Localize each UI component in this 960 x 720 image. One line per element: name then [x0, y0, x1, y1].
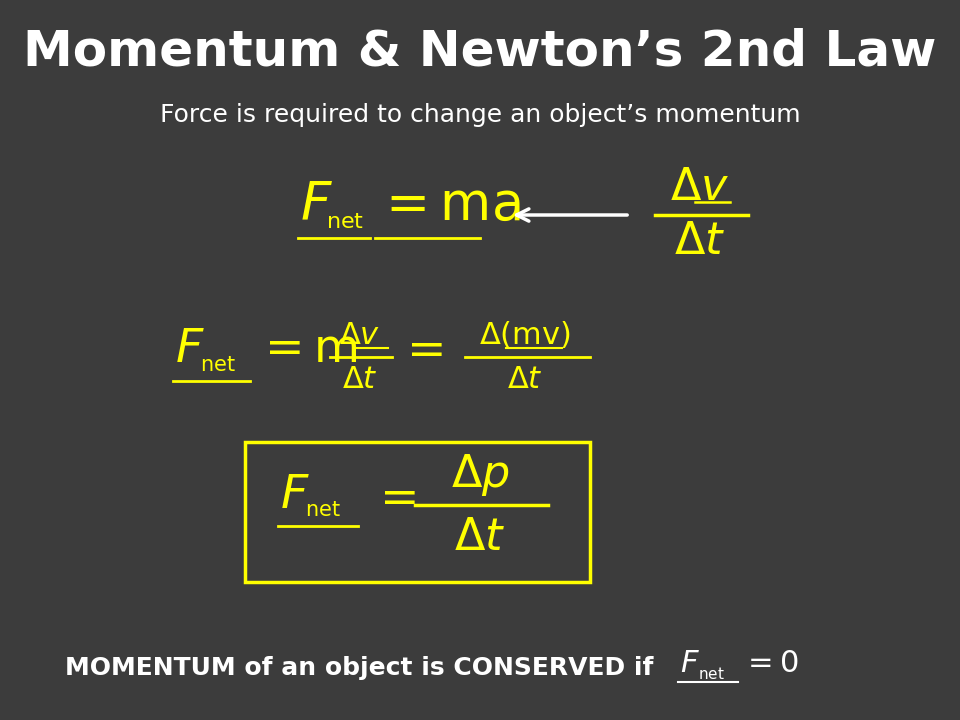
- Text: $F$: $F$: [680, 649, 700, 678]
- Text: $\Delta v$: $\Delta v$: [339, 320, 381, 349]
- Text: $\Delta t$: $\Delta t$: [342, 364, 378, 394]
- Bar: [245, 442, 590, 582]
- Text: $= \mathrm{m}$: $= \mathrm{m}$: [255, 328, 357, 372]
- Text: $\Delta t$: $\Delta t$: [454, 516, 506, 559]
- Text: $\Delta t$: $\Delta t$: [507, 364, 542, 394]
- Text: $=$: $=$: [370, 474, 416, 520]
- Text: $\mathrm{net}$: $\mathrm{net}$: [326, 212, 364, 232]
- Text: $F$: $F$: [175, 328, 204, 372]
- Text: $= \mathrm{ma}$: $= \mathrm{ma}$: [375, 179, 520, 231]
- Text: $\mathrm{net}$: $\mathrm{net}$: [698, 666, 725, 682]
- Text: $= 0$: $= 0$: [742, 649, 799, 678]
- Text: $\Delta(\mathrm{mv})$: $\Delta(\mathrm{mv})$: [479, 320, 571, 351]
- Text: $F$: $F$: [280, 472, 310, 518]
- Text: $=$: $=$: [397, 328, 443, 372]
- Text: $\Delta p$: $\Delta p$: [450, 452, 510, 498]
- Text: $\mathrm{net}$: $\mathrm{net}$: [305, 500, 341, 520]
- Text: $\mathrm{net}$: $\mathrm{net}$: [200, 355, 236, 375]
- Text: MOMENTUM of an object is CONSERVED if: MOMENTUM of an object is CONSERVED if: [65, 656, 662, 680]
- Text: $\Delta t$: $\Delta t$: [674, 220, 726, 264]
- Text: $\Delta v$: $\Delta v$: [670, 166, 730, 210]
- Text: Momentum & Newton’s 2nd Law: Momentum & Newton’s 2nd Law: [23, 28, 937, 76]
- Text: Force is required to change an object’s momentum: Force is required to change an object’s …: [159, 103, 801, 127]
- Text: $F$: $F$: [300, 179, 333, 231]
